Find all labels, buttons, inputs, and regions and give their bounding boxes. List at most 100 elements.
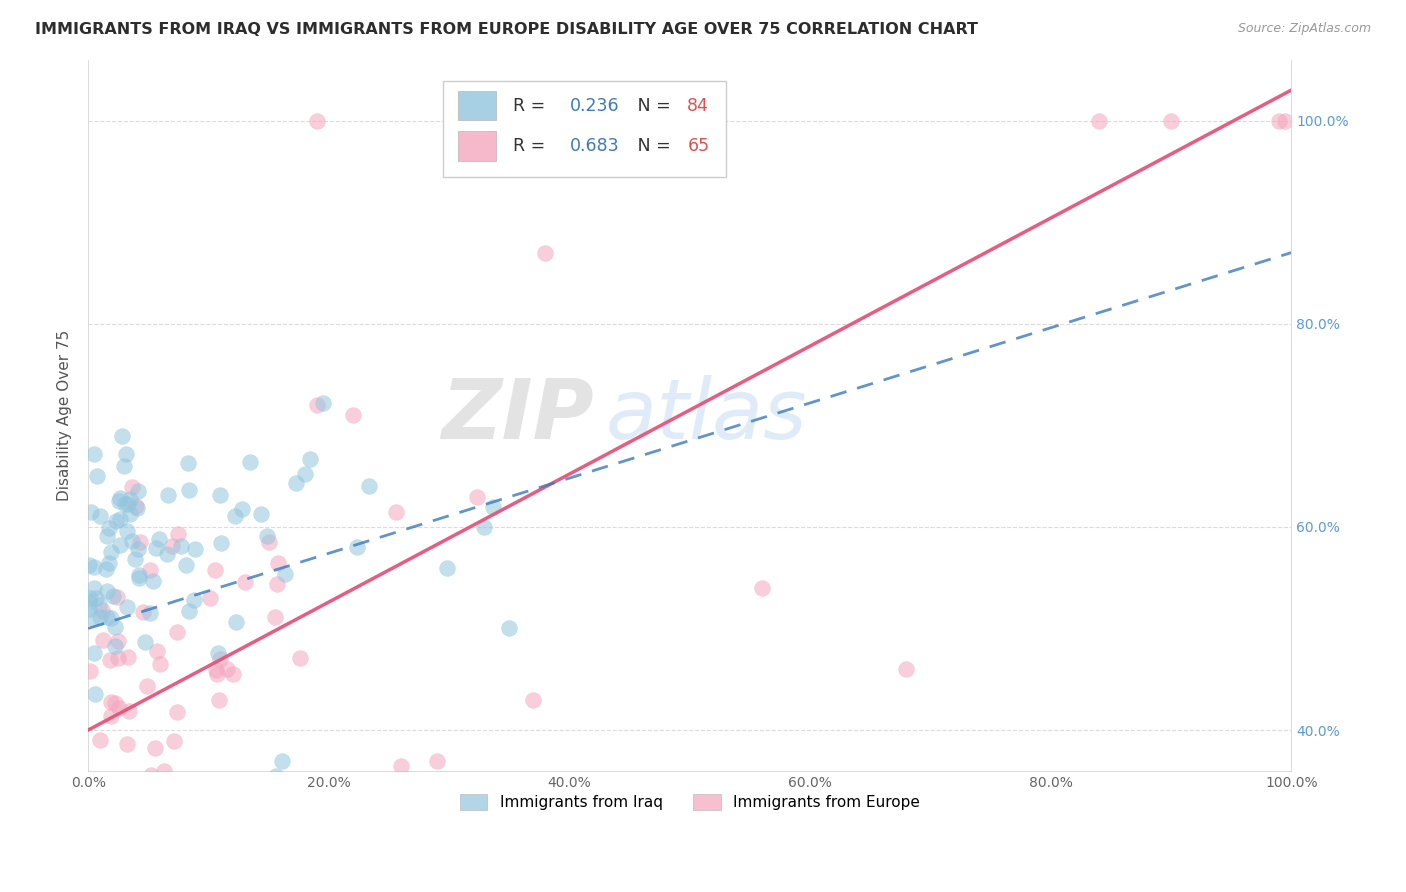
Point bbox=[174, 558, 197, 572]
Point bbox=[294, 467, 316, 482]
Point bbox=[111, 428, 134, 442]
Point bbox=[257, 534, 280, 549]
Point bbox=[87, 598, 110, 612]
Point bbox=[83, 582, 105, 596]
Point bbox=[86, 469, 108, 483]
Point bbox=[117, 600, 139, 615]
Point bbox=[114, 497, 136, 511]
Point bbox=[204, 563, 226, 577]
Point bbox=[436, 560, 458, 574]
Point bbox=[215, 662, 238, 676]
Point bbox=[142, 574, 165, 589]
Point bbox=[274, 567, 297, 582]
Point bbox=[139, 563, 162, 577]
Point bbox=[465, 490, 488, 504]
Point bbox=[105, 514, 128, 528]
Point bbox=[146, 644, 169, 658]
Point bbox=[472, 520, 495, 534]
Point bbox=[156, 547, 179, 561]
Point bbox=[80, 611, 103, 625]
Point bbox=[117, 649, 139, 664]
Point bbox=[127, 542, 149, 557]
Point bbox=[139, 606, 162, 620]
Point bbox=[205, 663, 228, 677]
Point bbox=[100, 610, 122, 624]
FancyBboxPatch shape bbox=[443, 81, 725, 177]
Point bbox=[305, 398, 328, 412]
Point bbox=[264, 610, 287, 624]
Point bbox=[208, 652, 231, 666]
Point bbox=[522, 692, 544, 706]
Point bbox=[347, 830, 370, 844]
Point bbox=[183, 592, 205, 607]
Point bbox=[108, 494, 131, 508]
Point bbox=[166, 705, 188, 719]
Point bbox=[184, 542, 207, 557]
Point bbox=[156, 488, 179, 502]
Point bbox=[141, 838, 163, 852]
Point bbox=[107, 701, 129, 715]
Point bbox=[135, 680, 157, 694]
Point bbox=[105, 591, 128, 605]
Text: R =: R = bbox=[513, 137, 551, 155]
Point bbox=[267, 556, 290, 570]
Point bbox=[94, 562, 117, 576]
Point bbox=[224, 508, 246, 523]
Point bbox=[89, 732, 111, 747]
Point bbox=[385, 505, 408, 519]
Point bbox=[131, 605, 153, 619]
Point bbox=[100, 695, 122, 709]
Bar bbox=[457, 90, 496, 120]
Text: atlas: atlas bbox=[606, 375, 807, 456]
Point bbox=[128, 571, 150, 585]
Point bbox=[266, 576, 288, 591]
Point bbox=[238, 455, 260, 469]
Point bbox=[426, 754, 449, 768]
Point bbox=[97, 521, 120, 535]
Point bbox=[346, 540, 368, 554]
Text: ZIP: ZIP bbox=[441, 375, 593, 456]
Point bbox=[100, 709, 122, 723]
Point bbox=[83, 447, 105, 461]
Point bbox=[177, 483, 200, 498]
Point bbox=[207, 646, 229, 660]
Text: 65: 65 bbox=[688, 137, 710, 155]
Point bbox=[305, 113, 328, 128]
Point bbox=[208, 488, 231, 502]
Point bbox=[108, 491, 131, 505]
Point bbox=[79, 558, 101, 573]
Point bbox=[357, 479, 380, 493]
Point bbox=[256, 529, 278, 543]
Point bbox=[112, 458, 135, 473]
Point bbox=[108, 512, 131, 526]
Point bbox=[104, 620, 127, 634]
Point bbox=[482, 500, 505, 514]
Point bbox=[250, 508, 273, 522]
Point bbox=[104, 697, 127, 711]
Point bbox=[125, 500, 148, 515]
Point bbox=[98, 556, 121, 570]
Point bbox=[896, 662, 918, 676]
Point bbox=[389, 758, 412, 772]
Point bbox=[225, 615, 247, 629]
Point bbox=[89, 509, 111, 524]
Point bbox=[208, 693, 231, 707]
Point bbox=[121, 534, 143, 549]
Point bbox=[177, 604, 200, 618]
Point bbox=[107, 634, 129, 648]
Point bbox=[118, 491, 141, 506]
Point bbox=[143, 741, 166, 756]
Point bbox=[198, 591, 221, 605]
Point bbox=[79, 665, 101, 679]
Point bbox=[160, 539, 183, 553]
Point bbox=[134, 635, 156, 649]
Point bbox=[84, 794, 107, 808]
Point bbox=[117, 497, 139, 511]
Point bbox=[329, 830, 352, 844]
Point bbox=[83, 646, 105, 660]
Y-axis label: Disability Age Over 75: Disability Age Over 75 bbox=[58, 329, 72, 500]
Text: Source: ZipAtlas.com: Source: ZipAtlas.com bbox=[1237, 22, 1371, 36]
Point bbox=[104, 640, 127, 654]
Point bbox=[285, 475, 308, 490]
Point bbox=[118, 507, 141, 521]
